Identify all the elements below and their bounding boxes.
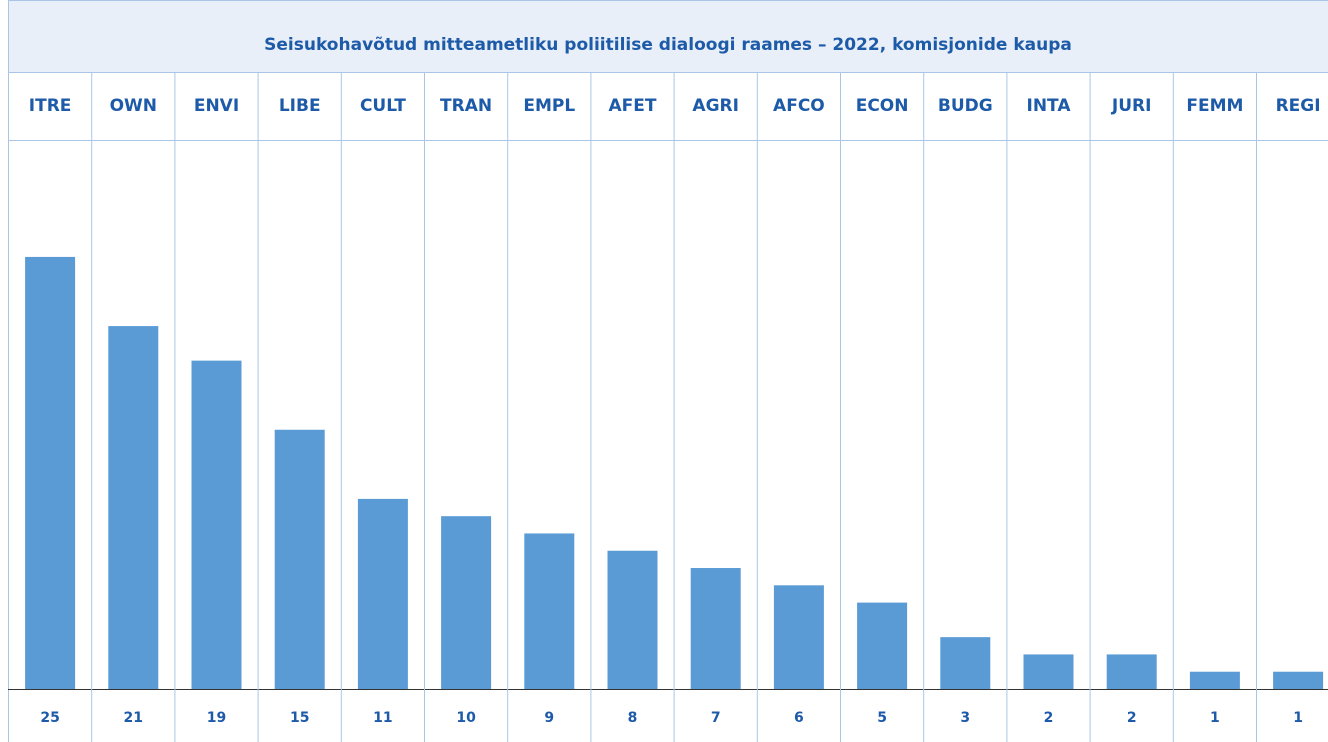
value-label: 1 [1293, 710, 1303, 726]
value-label: 6 [794, 710, 804, 726]
value-label: 5 [877, 710, 887, 726]
bar [357, 498, 408, 689]
category-label: AGRI [692, 96, 739, 116]
value-label: 19 [207, 710, 226, 726]
value-label: 10 [456, 710, 476, 726]
category-label: ENVI [194, 96, 239, 116]
value-label: 1 [1210, 710, 1220, 726]
bar [607, 550, 658, 689]
category-label: LIBE [279, 96, 321, 116]
value-label: 11 [373, 710, 392, 726]
value-label: 21 [124, 710, 143, 726]
chart-title: Seisukohavõtud mitteametliku poliitilise… [264, 35, 1072, 55]
bar [1106, 654, 1157, 689]
value-label: 2 [1127, 710, 1137, 726]
bar [25, 256, 76, 689]
bar [108, 326, 159, 689]
category-label: JURI [1111, 96, 1152, 116]
category-label: ECON [856, 96, 909, 116]
category-label: EMPL [523, 96, 575, 116]
value-label: 7 [711, 710, 721, 726]
bar [773, 585, 824, 689]
bar [940, 637, 991, 689]
bar [524, 533, 575, 689]
category-label: ITRE [29, 96, 72, 116]
bar [1023, 654, 1074, 689]
category-label: BUDG [938, 96, 993, 116]
category-label: TRAN [440, 96, 492, 116]
value-label: 9 [544, 710, 554, 726]
category-label: REGI [1276, 96, 1321, 116]
value-label: 3 [960, 710, 970, 726]
value-label: 25 [40, 710, 59, 726]
category-label: AFET [609, 96, 657, 116]
category-label: AFCO [773, 96, 825, 116]
category-label: INTA [1027, 96, 1072, 116]
value-label: 2 [1044, 710, 1054, 726]
title-band [8, 0, 1328, 73]
bar [857, 602, 908, 689]
category-label: CULT [360, 96, 406, 116]
value-label: 15 [290, 710, 309, 726]
bar [441, 516, 492, 689]
bar [1189, 671, 1240, 689]
bar [690, 568, 741, 689]
bar [191, 360, 242, 689]
category-label: OWN [110, 96, 157, 116]
bar [1273, 671, 1324, 689]
category-label: FEMM [1186, 96, 1243, 116]
value-label: 8 [628, 710, 638, 726]
bar [274, 429, 325, 689]
